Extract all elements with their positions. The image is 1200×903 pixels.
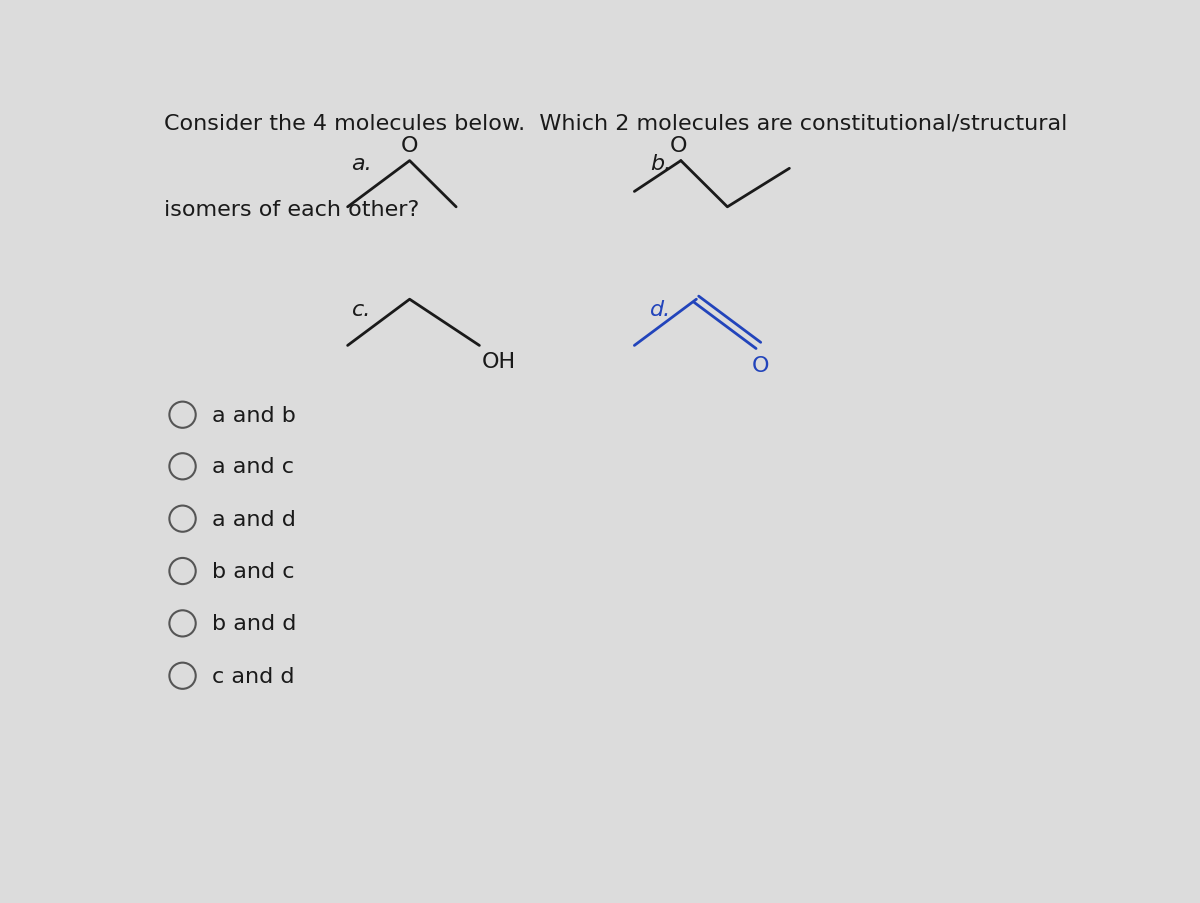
Text: d.: d. <box>650 300 671 320</box>
Text: a and d: a and d <box>212 509 296 529</box>
Text: OH: OH <box>481 351 516 371</box>
Text: a.: a. <box>352 154 372 173</box>
Text: c.: c. <box>352 300 371 320</box>
Text: b.: b. <box>650 154 671 173</box>
Text: a and b: a and b <box>212 405 296 425</box>
Text: isomers of each other?: isomers of each other? <box>164 200 419 219</box>
Text: O: O <box>670 136 688 156</box>
Text: Consider the 4 molecules below.  Which 2 molecules are constitutional/structural: Consider the 4 molecules below. Which 2 … <box>164 113 1067 133</box>
Text: O: O <box>752 356 769 376</box>
Text: a and c: a and c <box>212 457 294 477</box>
Text: O: O <box>401 136 419 156</box>
Text: b and c: b and c <box>212 562 294 582</box>
Text: c and d: c and d <box>212 666 294 686</box>
Text: b and d: b and d <box>212 614 296 634</box>
